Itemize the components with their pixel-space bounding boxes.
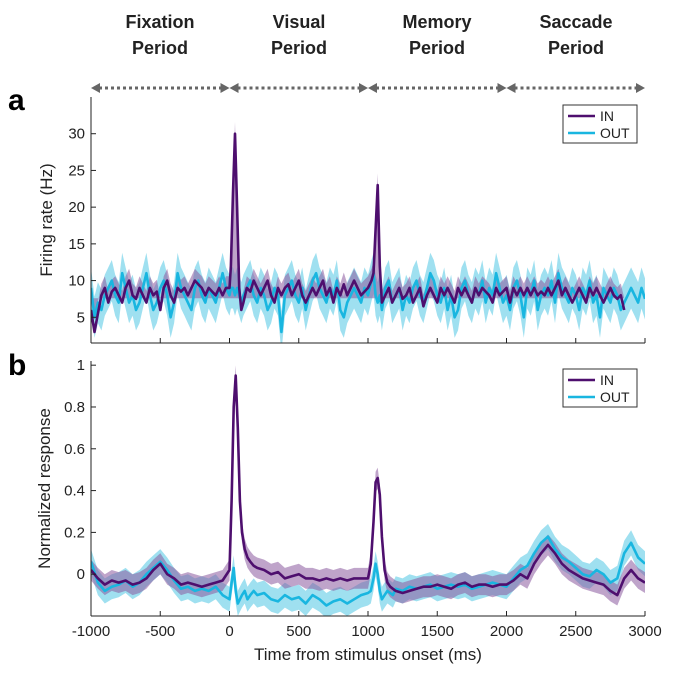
y-tick-label: 10 — [68, 273, 85, 290]
plot-area — [91, 122, 645, 343]
legend-label-out: OUT — [600, 125, 630, 141]
y-tick-label: 0 — [77, 566, 85, 583]
y-tick-label: 20 — [68, 199, 85, 216]
period-fixation-line2: Period — [132, 38, 188, 58]
error-band-in — [91, 122, 625, 321]
y-tick-label: 0.4 — [64, 483, 85, 500]
period-arrowhead-left — [229, 83, 239, 93]
period-arrowhead-right — [497, 83, 507, 93]
y-tick-label: 15 — [68, 236, 85, 253]
series-line-in — [91, 132, 626, 334]
panel-label-b: b — [8, 349, 26, 382]
period-arrowhead-left — [368, 83, 377, 93]
legend-label-out: OUT — [600, 389, 630, 405]
legend-box — [562, 368, 638, 408]
y-axis-label: Firing rate (Hz) — [37, 163, 56, 276]
error-band-in — [91, 365, 645, 606]
x-tick-label: 1500 — [421, 623, 454, 640]
chart-panel-b: 0 0.2 0.4 0.6 0.8 1 -1000 -500 0 500 1000 1500 2000 2… — [35, 357, 662, 664]
y-tick-label: 0.6 — [64, 441, 85, 458]
x-tick-label: -1000 — [72, 623, 110, 640]
y-axis-label: Normalized response — [35, 408, 54, 569]
period-arrowhead-left — [91, 83, 100, 93]
period-arrowhead-right — [220, 83, 230, 93]
x-tick-label: 3000 — [628, 623, 661, 640]
legend-label-in: IN — [600, 108, 614, 124]
y-tick-label: 0.2 — [64, 524, 85, 541]
legend-label-in: IN — [600, 372, 614, 388]
x-tick-label: 1000 — [351, 623, 384, 640]
period-saccade-line1: Saccade — [539, 12, 612, 32]
x-tick-label: -500 — [145, 623, 175, 640]
period-headers: Fixation Period Visual Period Memory Per… — [125, 12, 612, 58]
series-line-out — [91, 535, 645, 607]
period-arrowhead-left — [506, 83, 516, 93]
y-tick-label: 5 — [77, 309, 85, 326]
period-arrowhead-right — [359, 83, 368, 93]
y-tick-label: 0.8 — [64, 399, 85, 416]
period-fixation-line1: Fixation — [125, 12, 194, 32]
panel-label-a: a — [8, 84, 25, 117]
x-tick-label: 0 — [225, 623, 233, 640]
y-tick-label: 25 — [68, 162, 85, 179]
period-visual-line1: Visual — [273, 12, 326, 32]
x-tick-label: 500 — [286, 623, 311, 640]
x-tick-label: 2000 — [490, 623, 523, 640]
x-axis-label: Time from stimulus onset (ms) — [254, 645, 482, 664]
period-arrows — [91, 83, 645, 93]
legend-box — [562, 104, 638, 144]
y-tick-label: 30 — [68, 126, 85, 143]
period-saccade-line2: Period — [548, 38, 604, 58]
period-arrowhead-right — [636, 83, 645, 93]
series-line-in — [91, 374, 645, 597]
y-tick-label: 1 — [77, 357, 85, 374]
period-memory-line1: Memory — [402, 12, 471, 32]
period-visual-line2: Period — [271, 38, 327, 58]
period-memory-line2: Period — [409, 38, 465, 58]
x-tick-label: 2500 — [559, 623, 592, 640]
plot-area — [91, 365, 645, 616]
